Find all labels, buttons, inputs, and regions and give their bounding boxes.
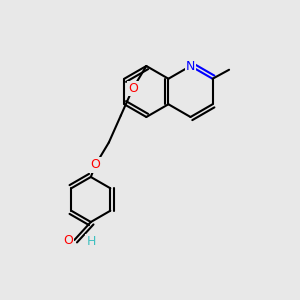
- Text: N: N: [186, 59, 195, 73]
- Text: O: O: [90, 158, 100, 172]
- Text: H: H: [86, 235, 96, 248]
- Text: O: O: [128, 82, 138, 95]
- Text: O: O: [63, 233, 73, 247]
